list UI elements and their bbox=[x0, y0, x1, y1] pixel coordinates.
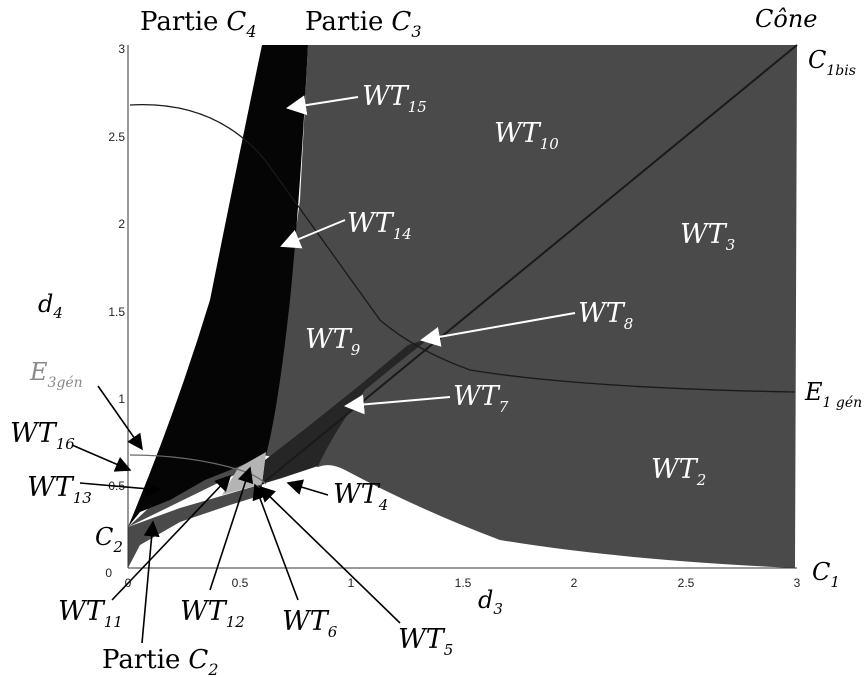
wt16-label: WT16 bbox=[10, 418, 75, 453]
wt2-label: WT2 bbox=[651, 454, 706, 489]
c1-label: C1 bbox=[812, 558, 840, 591]
wt8-label: WT8 bbox=[578, 298, 633, 333]
y-axis-label: d4 bbox=[38, 290, 63, 322]
wt-labels: WT18 WT17 WT15 WT10 WT14 WT3 WT8 WT9 WT7… bbox=[10, 76, 735, 659]
cone-label: Cône bbox=[755, 5, 817, 33]
wt9-label: WT9 bbox=[305, 324, 361, 359]
partie-c4-label: Partie C4 bbox=[140, 7, 257, 41]
y-tick-labels: 0 0.5 1 1.5 2 2.5 3 bbox=[105, 42, 125, 580]
arrow-wt15 bbox=[286, 95, 359, 116]
wt3-label: WT3 bbox=[680, 219, 735, 254]
y-tick-label: 2.5 bbox=[108, 130, 125, 144]
y-tick-label: 2 bbox=[118, 217, 125, 231]
arrow-wt11 bbox=[111, 474, 232, 601]
e3-curve bbox=[129, 454, 267, 485]
arrow-wt13 bbox=[79, 480, 162, 497]
c1bis-label: C1bis bbox=[808, 46, 856, 79]
arrow-c2 bbox=[141, 520, 160, 644]
arrow-e3gen bbox=[97, 385, 143, 451]
x-axis-label: d3 bbox=[478, 586, 503, 618]
region-black bbox=[128, 45, 308, 527]
wt6-label: WT6 bbox=[282, 606, 338, 641]
arrow-wt14 bbox=[280, 219, 346, 249]
y-tick-label: 3 bbox=[118, 42, 125, 56]
regions bbox=[128, 44, 798, 568]
arrow-wt4 bbox=[286, 479, 329, 496]
wt5-label: WT5 bbox=[398, 624, 453, 659]
x-tick-label: 1.5 bbox=[455, 576, 472, 590]
e1gen-label: E1 gén bbox=[804, 378, 862, 411]
wt10-label: WT10 bbox=[494, 118, 559, 153]
wt14-label: WT14 bbox=[347, 208, 412, 243]
arrow-wt16 bbox=[71, 444, 132, 472]
wt17-label: WT17 bbox=[143, 194, 208, 229]
partie-c3-label: Partie C3 bbox=[305, 7, 422, 41]
wt4-label: WT4 bbox=[333, 479, 388, 514]
x-tick-label: 1 bbox=[348, 576, 355, 590]
y-tick-label: 1 bbox=[118, 392, 125, 406]
x-tick-labels: 0 0.5 1 1.5 2 2.5 3 bbox=[125, 576, 801, 590]
x-tick-label: 2 bbox=[571, 576, 578, 590]
e1-curve bbox=[129, 103, 796, 393]
arrow-wt7 bbox=[344, 394, 451, 415]
wt13-label: WT13 bbox=[27, 472, 92, 507]
arrow-wt8 bbox=[420, 312, 576, 347]
arrow-wt12 bbox=[209, 466, 254, 591]
x-tick-label: 2.5 bbox=[678, 576, 695, 590]
wt15-label: WT15 bbox=[362, 81, 427, 116]
arrow-wt5 bbox=[258, 485, 401, 624]
wt18-label: WT18 bbox=[165, 76, 230, 111]
black-arrows bbox=[71, 385, 401, 644]
partie-c2-label: Partie C2 bbox=[102, 645, 219, 677]
arrow-wt6 bbox=[252, 483, 299, 601]
white-arrows bbox=[280, 95, 576, 415]
wt12-label: WT12 bbox=[180, 596, 245, 631]
e3gen-label: E3gén bbox=[29, 358, 83, 391]
wt7-label: WT7 bbox=[453, 381, 509, 416]
wt11-label: WT11 bbox=[58, 596, 123, 631]
y-tick-label: 1.5 bbox=[108, 305, 125, 319]
x-tick-label: 3 bbox=[794, 576, 801, 590]
region-gray-lower-left bbox=[128, 484, 262, 568]
wt1-label: WT1 bbox=[373, 529, 428, 564]
c2-side-label: C2 bbox=[95, 523, 123, 556]
x-tick-label: 0.5 bbox=[232, 576, 249, 590]
y-tick-label: 0 bbox=[105, 566, 112, 580]
